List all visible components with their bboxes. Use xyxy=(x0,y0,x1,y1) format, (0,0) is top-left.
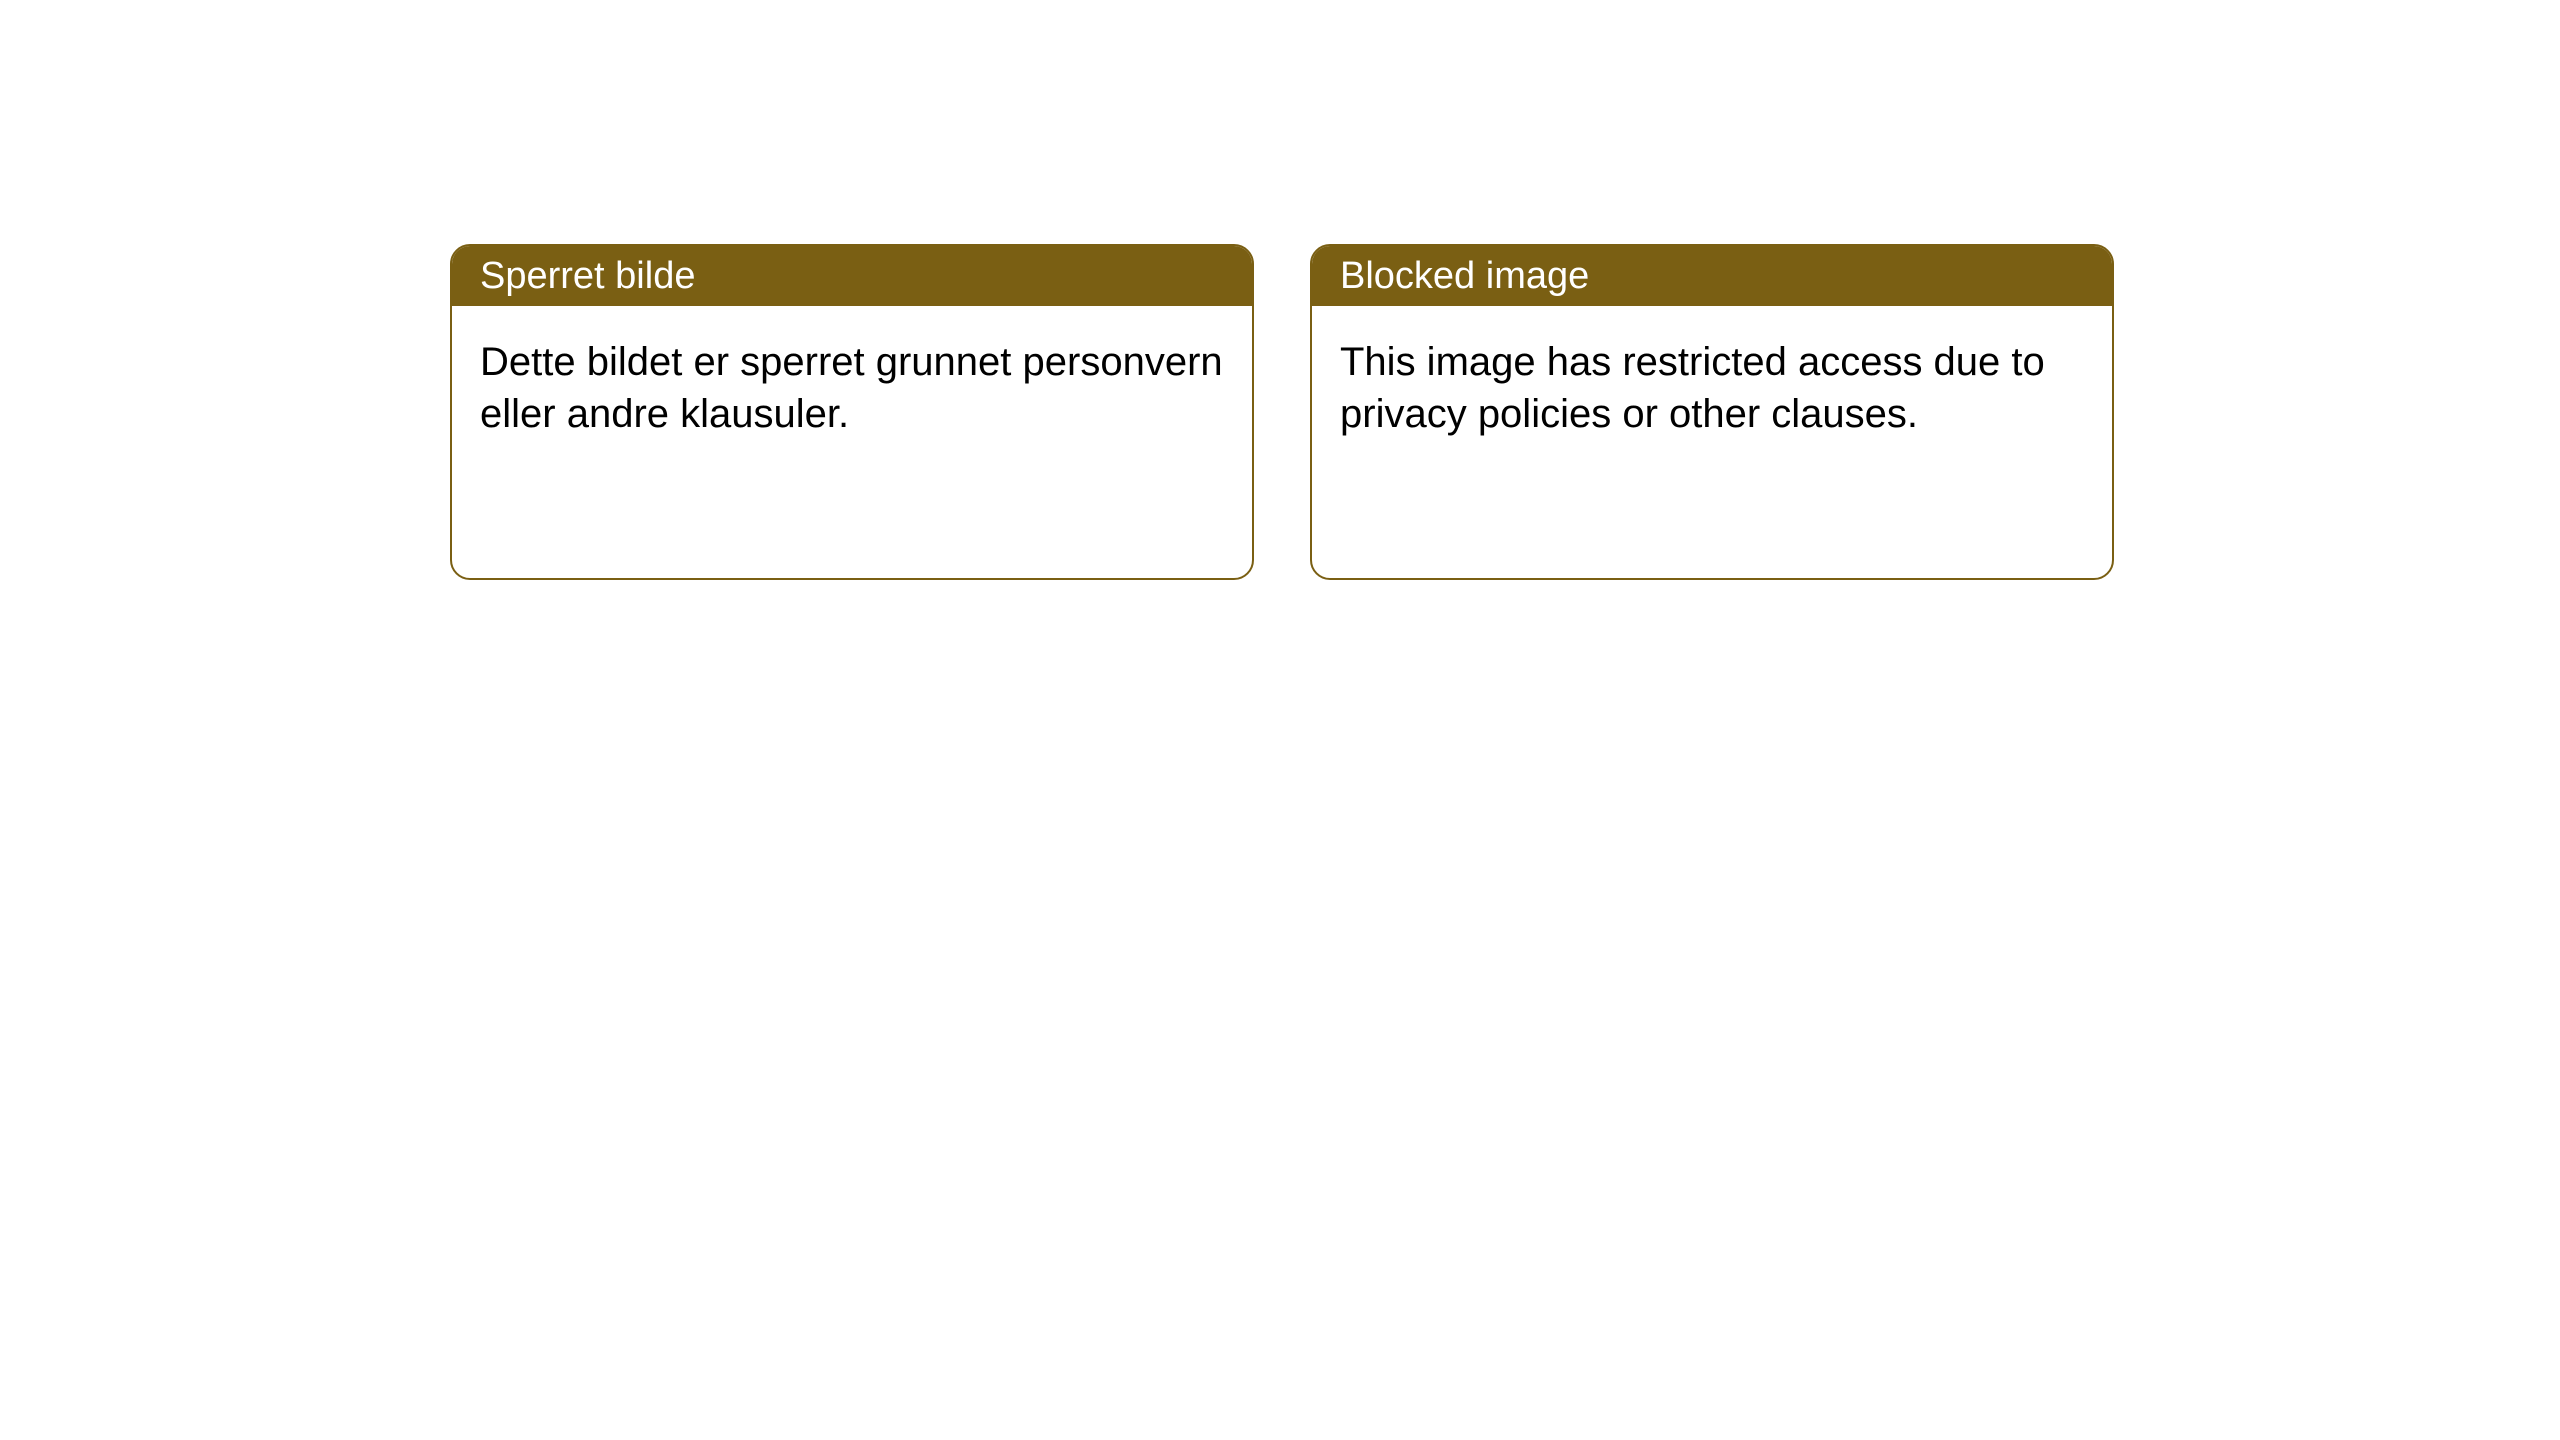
card-header-text: Sperret bilde xyxy=(480,255,695,298)
notice-card-norwegian: Sperret bilde Dette bildet er sperret gr… xyxy=(450,244,1254,580)
card-body: This image has restricted access due to … xyxy=(1312,306,2112,470)
card-body-text: This image has restricted access due to … xyxy=(1340,340,2045,436)
card-body: Dette bildet er sperret grunnet personve… xyxy=(452,306,1252,470)
card-header-text: Blocked image xyxy=(1340,255,1589,298)
card-header: Sperret bilde xyxy=(452,246,1252,306)
notice-container: Sperret bilde Dette bildet er sperret gr… xyxy=(450,244,2114,580)
card-body-text: Dette bildet er sperret grunnet personve… xyxy=(480,340,1223,436)
notice-card-english: Blocked image This image has restricted … xyxy=(1310,244,2114,580)
card-header: Blocked image xyxy=(1312,246,2112,306)
